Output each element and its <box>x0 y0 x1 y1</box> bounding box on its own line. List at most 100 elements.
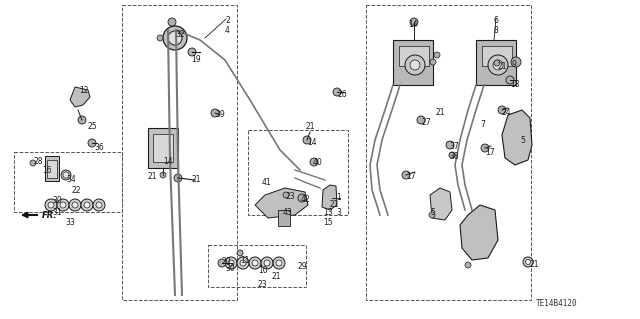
Circle shape <box>273 257 285 269</box>
Circle shape <box>160 172 166 178</box>
Circle shape <box>57 199 69 211</box>
Circle shape <box>261 257 273 269</box>
Text: 23: 23 <box>286 192 296 201</box>
Text: 17: 17 <box>406 172 415 181</box>
Text: 21: 21 <box>148 172 157 181</box>
Text: 28: 28 <box>33 157 42 166</box>
Text: 16: 16 <box>42 166 52 175</box>
Polygon shape <box>255 188 308 218</box>
Circle shape <box>303 136 311 144</box>
Polygon shape <box>393 40 433 85</box>
Text: 38: 38 <box>449 152 459 161</box>
Circle shape <box>410 18 418 26</box>
Circle shape <box>63 172 69 178</box>
Text: 14: 14 <box>307 138 317 147</box>
Text: 18: 18 <box>510 80 520 89</box>
Text: 12: 12 <box>79 86 88 95</box>
Text: 24: 24 <box>501 108 511 117</box>
Text: 3: 3 <box>336 208 341 217</box>
Circle shape <box>237 257 249 269</box>
Text: 15: 15 <box>323 218 333 227</box>
Circle shape <box>481 144 489 152</box>
Text: 4: 4 <box>225 26 230 35</box>
Text: 41: 41 <box>262 178 271 187</box>
Circle shape <box>72 202 78 208</box>
Circle shape <box>225 257 237 269</box>
Circle shape <box>157 35 163 41</box>
Text: 21: 21 <box>497 62 506 71</box>
Text: 33: 33 <box>65 218 75 227</box>
Text: TE14B4120: TE14B4120 <box>536 299 578 308</box>
Text: 34: 34 <box>66 175 76 184</box>
Text: 22: 22 <box>71 186 81 195</box>
FancyBboxPatch shape <box>278 210 290 226</box>
Circle shape <box>283 192 289 198</box>
Text: 21: 21 <box>306 122 316 131</box>
Text: 9: 9 <box>512 60 517 69</box>
Circle shape <box>93 199 105 211</box>
Polygon shape <box>502 110 532 165</box>
Circle shape <box>240 260 246 266</box>
Polygon shape <box>430 188 452 220</box>
FancyBboxPatch shape <box>399 46 429 66</box>
Text: FR.: FR. <box>42 211 58 219</box>
Text: 21: 21 <box>272 272 282 281</box>
Text: 39: 39 <box>215 110 225 119</box>
Circle shape <box>434 52 440 58</box>
Circle shape <box>69 199 81 211</box>
Text: 7: 7 <box>480 120 485 129</box>
Text: 13: 13 <box>323 208 333 217</box>
Circle shape <box>84 202 90 208</box>
Circle shape <box>298 194 306 202</box>
Text: 30: 30 <box>52 196 61 205</box>
Text: 20: 20 <box>222 257 232 266</box>
Text: 14: 14 <box>408 20 418 29</box>
Circle shape <box>493 60 503 70</box>
Circle shape <box>211 109 219 117</box>
Circle shape <box>494 60 500 66</box>
Text: 11: 11 <box>240 256 250 265</box>
Circle shape <box>174 174 182 182</box>
Text: 42: 42 <box>301 195 310 204</box>
Text: 21: 21 <box>330 200 339 209</box>
Circle shape <box>310 158 318 166</box>
Circle shape <box>252 260 258 266</box>
Circle shape <box>237 250 243 256</box>
Circle shape <box>30 160 36 166</box>
Circle shape <box>333 88 341 96</box>
FancyBboxPatch shape <box>148 128 178 168</box>
Circle shape <box>249 257 261 269</box>
Circle shape <box>506 76 514 84</box>
Text: 10: 10 <box>258 266 268 275</box>
Circle shape <box>188 48 196 56</box>
Text: 21: 21 <box>191 175 200 184</box>
Polygon shape <box>70 87 90 107</box>
Text: 21: 21 <box>530 260 540 269</box>
Text: 37: 37 <box>449 142 459 151</box>
Circle shape <box>402 171 410 179</box>
FancyBboxPatch shape <box>153 134 173 162</box>
Polygon shape <box>460 205 498 260</box>
Circle shape <box>48 202 54 208</box>
Text: 17: 17 <box>485 148 495 157</box>
Text: 40: 40 <box>313 158 323 167</box>
Circle shape <box>168 31 182 45</box>
Text: 25: 25 <box>87 122 97 131</box>
Circle shape <box>410 60 420 70</box>
Circle shape <box>488 55 508 75</box>
Circle shape <box>429 212 435 218</box>
FancyBboxPatch shape <box>47 160 57 178</box>
Text: 21: 21 <box>435 108 445 117</box>
Circle shape <box>60 202 66 208</box>
Circle shape <box>430 59 436 65</box>
Circle shape <box>96 202 102 208</box>
FancyBboxPatch shape <box>482 46 512 66</box>
Polygon shape <box>476 40 516 85</box>
Text: 6: 6 <box>494 16 499 25</box>
Text: 23: 23 <box>258 280 268 289</box>
Circle shape <box>449 152 455 158</box>
Text: 2: 2 <box>225 16 230 25</box>
Circle shape <box>81 199 93 211</box>
Circle shape <box>61 170 71 180</box>
Circle shape <box>498 106 506 114</box>
